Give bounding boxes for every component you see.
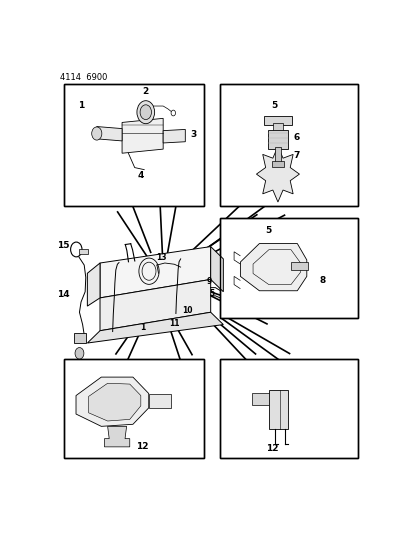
- Text: 10: 10: [182, 306, 192, 314]
- Text: 8: 8: [319, 276, 326, 285]
- Polygon shape: [257, 146, 299, 202]
- Bar: [220, 84, 358, 206]
- Polygon shape: [163, 130, 185, 143]
- Text: 13: 13: [156, 253, 167, 262]
- Text: 1: 1: [140, 323, 145, 332]
- Bar: [220, 218, 358, 318]
- Text: 5: 5: [266, 227, 272, 235]
- Text: 15: 15: [57, 241, 69, 250]
- Bar: [220, 84, 358, 206]
- Bar: [220, 359, 358, 458]
- Bar: [269, 390, 288, 429]
- Bar: [74, 333, 86, 343]
- Text: 12: 12: [136, 442, 149, 451]
- Bar: [64, 359, 204, 458]
- Text: 2: 2: [143, 87, 149, 96]
- Polygon shape: [100, 279, 211, 330]
- Bar: [264, 116, 292, 125]
- Text: 5: 5: [210, 289, 215, 298]
- Circle shape: [137, 101, 155, 124]
- Polygon shape: [268, 130, 288, 149]
- Text: 6: 6: [294, 133, 300, 142]
- Bar: [64, 359, 204, 458]
- Text: 12: 12: [266, 444, 279, 453]
- Bar: [272, 161, 284, 167]
- Polygon shape: [149, 393, 171, 408]
- Bar: [252, 393, 269, 405]
- Polygon shape: [100, 247, 211, 298]
- Circle shape: [75, 348, 84, 359]
- Polygon shape: [122, 118, 163, 153]
- Text: 5: 5: [272, 101, 278, 110]
- Text: 4114  6900: 4114 6900: [60, 73, 107, 82]
- Text: 14: 14: [57, 290, 69, 299]
- Text: 1: 1: [78, 101, 84, 110]
- Polygon shape: [97, 126, 122, 141]
- Polygon shape: [76, 377, 149, 426]
- Polygon shape: [89, 383, 141, 421]
- Text: 3: 3: [190, 130, 196, 139]
- Text: 11: 11: [169, 319, 180, 328]
- Polygon shape: [87, 263, 100, 306]
- Bar: [273, 123, 283, 130]
- Polygon shape: [87, 312, 223, 343]
- Polygon shape: [240, 244, 307, 291]
- Bar: [64, 84, 204, 206]
- Bar: [220, 359, 358, 458]
- Bar: [64, 84, 204, 206]
- Text: 4: 4: [138, 171, 144, 180]
- Text: 7: 7: [294, 151, 300, 160]
- Polygon shape: [211, 247, 223, 292]
- Bar: [80, 248, 88, 254]
- Bar: [291, 262, 308, 270]
- Polygon shape: [104, 426, 130, 447]
- Text: 9: 9: [206, 277, 212, 286]
- Bar: [220, 218, 358, 318]
- Circle shape: [92, 127, 102, 140]
- Circle shape: [140, 105, 151, 119]
- Bar: [275, 148, 281, 163]
